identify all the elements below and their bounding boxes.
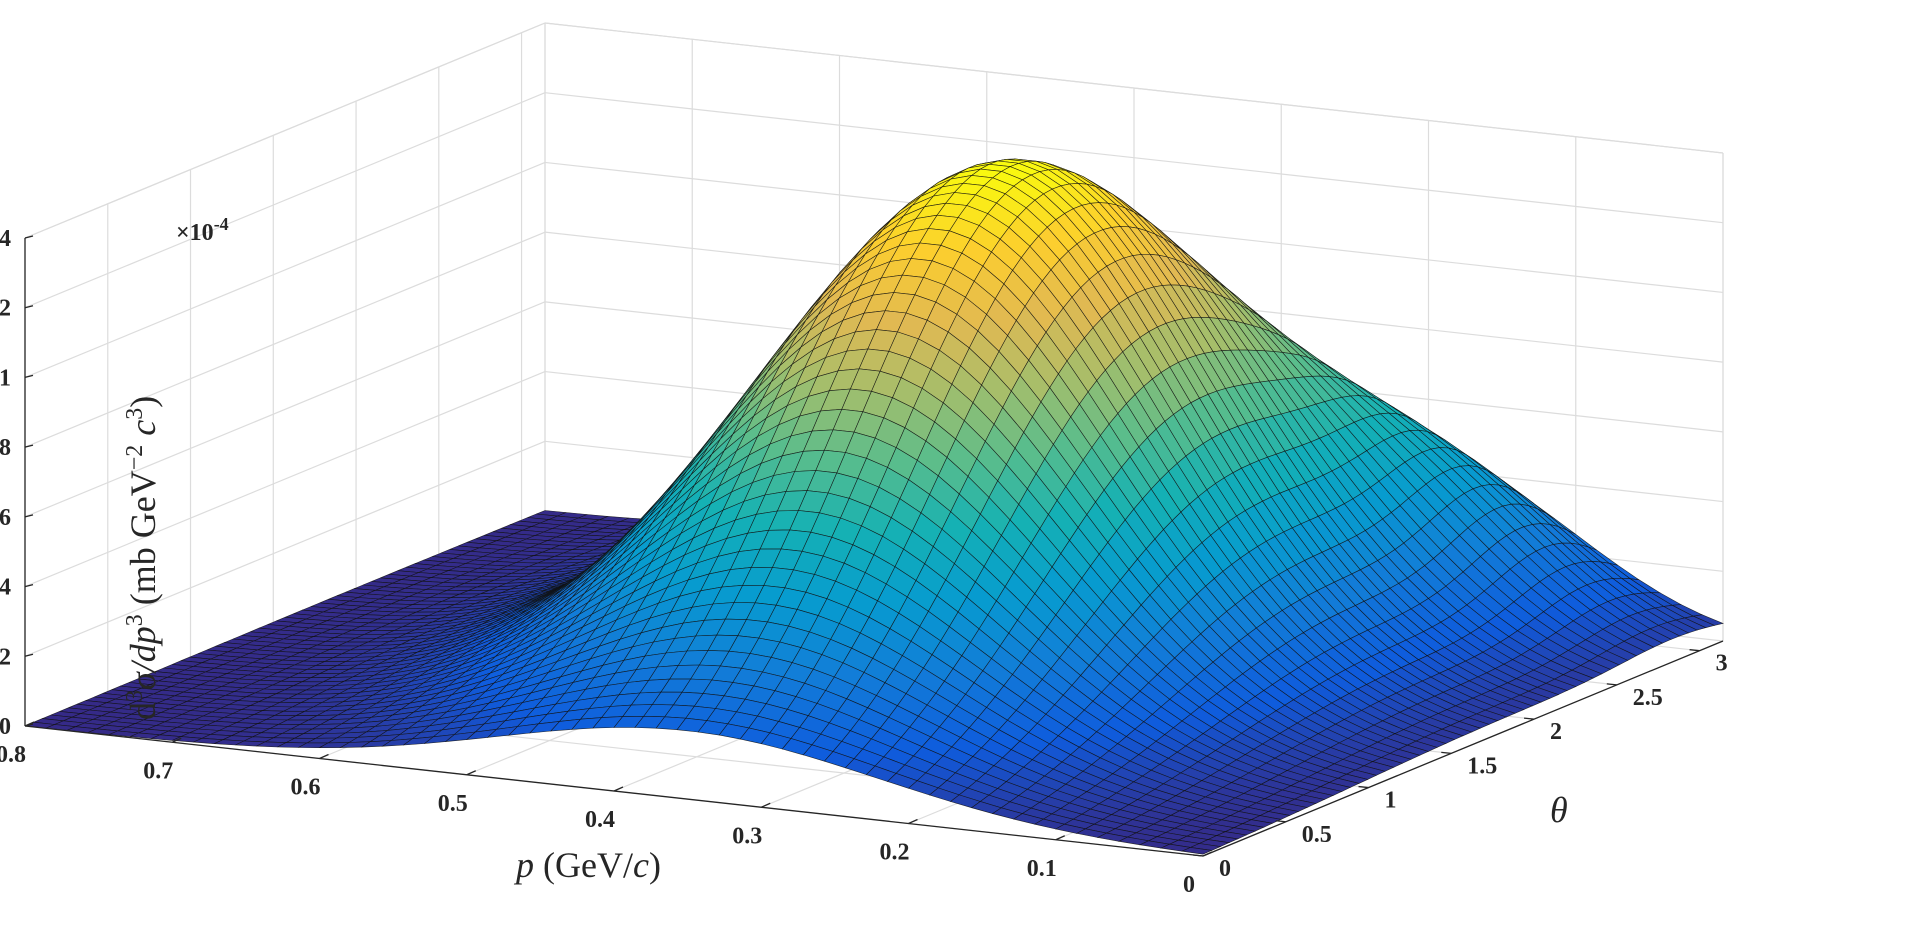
y-tick-label: 1.5 <box>1467 753 1497 779</box>
grid-line <box>24 231 546 448</box>
x-tick-label: 0.2 <box>880 840 910 866</box>
y-tick-mark <box>1689 649 1700 652</box>
y-tick-mark <box>1358 785 1369 789</box>
z-tick-label: 0 <box>0 714 11 740</box>
x-tick-mark <box>466 770 477 776</box>
y-tick-mark <box>1275 820 1286 823</box>
x-tick-mark <box>171 737 182 743</box>
y-tick-mark <box>1606 683 1617 686</box>
y-axis-line <box>1202 640 1724 857</box>
y-tick-label: 2.5 <box>1633 685 1663 711</box>
grid-line <box>24 92 546 309</box>
z-tick-label: 0.8 <box>0 435 11 461</box>
tick-labels: 0 0.2 0.4 0.6 0.8 1 1.2 1.4 0 0.1 0.2 0.3 0.4 0.5 0.6 0… <box>0 226 1728 898</box>
x-tick-mark <box>319 753 329 760</box>
z-tick-label: 1.2 <box>0 296 11 322</box>
z-tick-mark <box>24 235 34 239</box>
y-tick-mark <box>1192 854 1204 857</box>
grid-line <box>24 371 546 588</box>
y-tick-mark <box>1523 717 1535 720</box>
x-tick-mark <box>1202 851 1213 857</box>
y-tick-label: 0 <box>1219 856 1231 882</box>
x-tick-label: 0.5 <box>438 791 468 817</box>
surface-face <box>1180 847 1213 855</box>
axes-layer <box>24 235 1724 857</box>
y-tick-label: 0.5 <box>1302 822 1332 848</box>
x-tick-label: 0.3 <box>732 823 762 849</box>
x-tick-mark <box>24 721 35 727</box>
x-tick-mark <box>908 818 918 825</box>
x-tick-label: 0.6 <box>291 775 321 801</box>
z-tick-mark <box>24 514 34 518</box>
grid-line <box>24 301 546 518</box>
x-tick-mark <box>1055 835 1066 841</box>
x-tick-label: 0.4 <box>585 807 615 833</box>
z-tick-label: 0.2 <box>0 644 11 670</box>
z-tick-mark <box>24 374 34 379</box>
x-tick-label: 0.8 <box>0 742 26 768</box>
y-tick-mark <box>1441 751 1452 754</box>
y-tick-label: 3 <box>1716 651 1728 677</box>
z-axis-label: d3σ/dp3 (mb GeV−2 c3) <box>122 396 163 720</box>
surface-mesh <box>24 158 1724 855</box>
z-tick-label: 0.4 <box>0 575 11 601</box>
grid-line <box>24 161 546 378</box>
z-tick-label: 0.6 <box>0 505 11 531</box>
y-tick-label: 1 <box>1385 788 1397 814</box>
x-tick-label: 0.1 <box>1027 856 1057 882</box>
x-axis-label: p (GeV/c) <box>513 845 661 885</box>
z-tick-label: 1 <box>0 365 11 391</box>
x-tick-label: 0.7 <box>143 758 173 784</box>
grid-line <box>24 22 546 239</box>
z-tick-mark <box>24 444 34 448</box>
grid-line <box>544 22 1724 154</box>
x-tick-label: 0 <box>1183 872 1195 898</box>
x-tick-mark <box>760 802 771 808</box>
z-tick-label: 1.4 <box>0 226 11 252</box>
y-tick-label: 2 <box>1550 719 1562 745</box>
z-tick-mark <box>24 653 34 657</box>
z-exponent-label: ×10-4 <box>176 214 229 246</box>
grid-line <box>24 440 546 657</box>
x-tick-mark <box>613 786 624 792</box>
z-tick-mark <box>24 305 34 309</box>
z-tick-mark <box>24 583 34 588</box>
y-axis-label: θ <box>1550 790 1568 830</box>
